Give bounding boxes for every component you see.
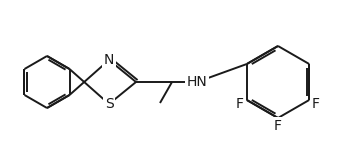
Text: F: F	[274, 119, 282, 133]
Text: N: N	[104, 53, 114, 67]
Text: F: F	[236, 97, 244, 111]
Text: F: F	[312, 97, 320, 111]
Text: HN: HN	[187, 75, 207, 89]
Text: S: S	[105, 97, 113, 111]
